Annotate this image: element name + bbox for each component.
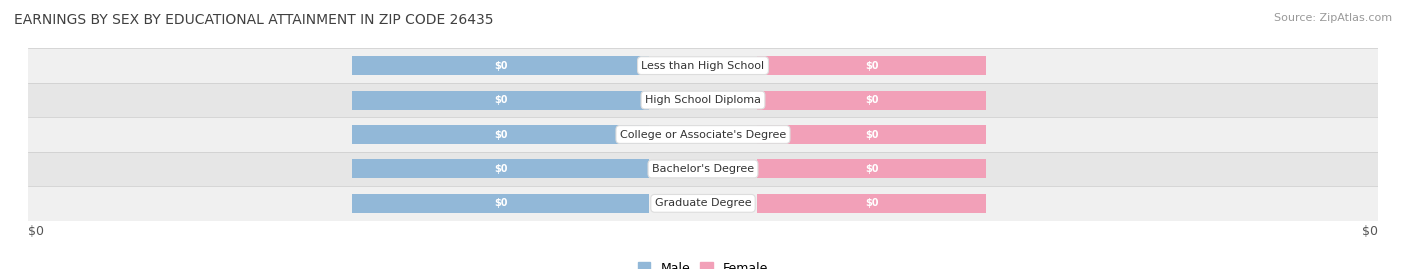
Bar [756,160,987,178]
Bar [756,56,987,75]
Legend: Male, Female: Male, Female [633,257,773,269]
Bar [28,83,1378,117]
Bar [352,160,650,178]
Bar [756,194,987,213]
Text: $0: $0 [865,95,879,105]
Bar [756,91,987,109]
Text: $0: $0 [1362,225,1378,238]
Text: EARNINGS BY SEX BY EDUCATIONAL ATTAINMENT IN ZIP CODE 26435: EARNINGS BY SEX BY EDUCATIONAL ATTAINMEN… [14,13,494,27]
Bar [352,194,650,213]
Text: $0: $0 [494,61,508,71]
Text: Graduate Degree: Graduate Degree [655,198,751,208]
Bar [28,152,1378,186]
Text: $0: $0 [494,129,508,140]
Text: $0: $0 [865,61,879,71]
Text: $0: $0 [865,198,879,208]
Text: High School Diploma: High School Diploma [645,95,761,105]
Bar [28,117,1378,152]
Text: Bachelor's Degree: Bachelor's Degree [652,164,754,174]
Bar [352,125,650,144]
Text: $0: $0 [494,164,508,174]
Text: $0: $0 [865,164,879,174]
Text: Source: ZipAtlas.com: Source: ZipAtlas.com [1274,13,1392,23]
Text: College or Associate's Degree: College or Associate's Degree [620,129,786,140]
Bar [28,48,1378,83]
Bar [28,186,1378,221]
Bar [756,125,987,144]
Text: Less than High School: Less than High School [641,61,765,71]
Text: $0: $0 [494,95,508,105]
Text: $0: $0 [494,198,508,208]
Bar [352,91,650,109]
Bar [352,56,650,75]
Text: $0: $0 [865,129,879,140]
Text: $0: $0 [28,225,44,238]
